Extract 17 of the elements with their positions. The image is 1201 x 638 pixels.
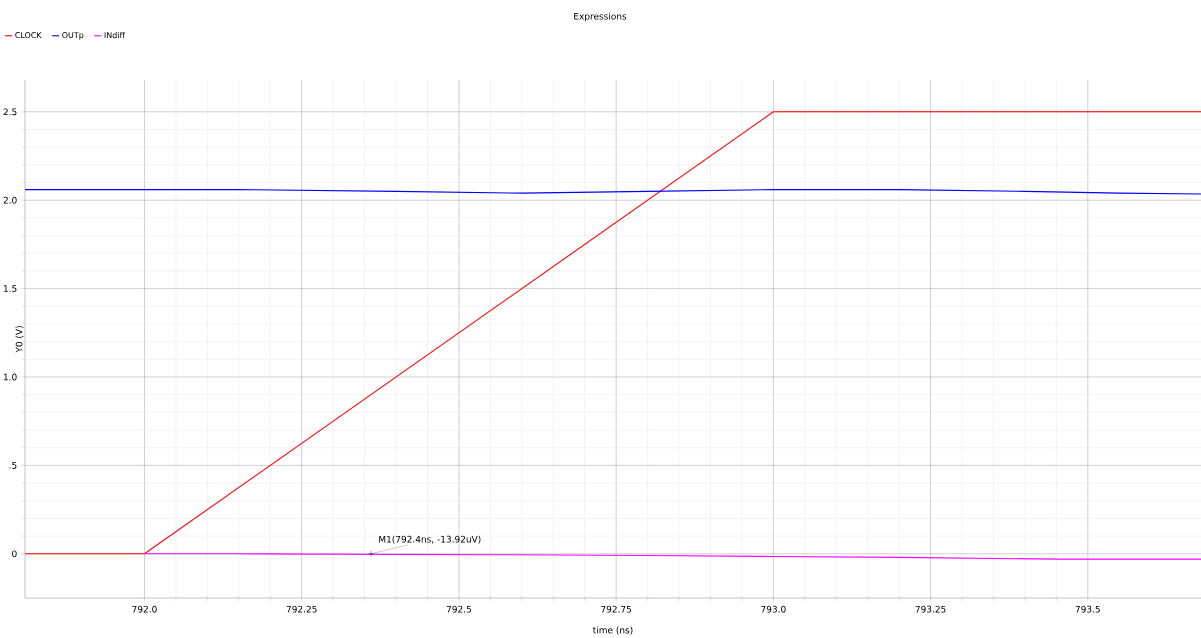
x-axis-title: time (ns) (593, 626, 633, 635)
x-tick-label: 793.25 (915, 605, 946, 613)
x-tick-label: 793.0 (761, 605, 786, 613)
x-tick-label: 793.5 (1075, 605, 1100, 613)
annotation: M1(792.4ns, -13.92uV) (379, 535, 481, 544)
x-tick-label: 792.75 (601, 605, 632, 613)
x-tick-label: 792.25 (286, 605, 317, 613)
y-tick-label: 2.0 (3, 196, 17, 204)
y-tick-label: 1.5 (3, 285, 17, 292)
y-tick-label: .5 (9, 462, 17, 469)
y-axis-title: Y0 (V) (15, 326, 24, 353)
chart-title: Expressions (574, 12, 627, 22)
y-tick-label: 0 (12, 550, 17, 558)
y-tick-label: 2.5 (3, 108, 17, 116)
x-tick-label: 792.0 (132, 605, 157, 613)
y-tick-label: 1.0 (3, 373, 17, 381)
x-tick-label: 792.5 (446, 605, 471, 613)
